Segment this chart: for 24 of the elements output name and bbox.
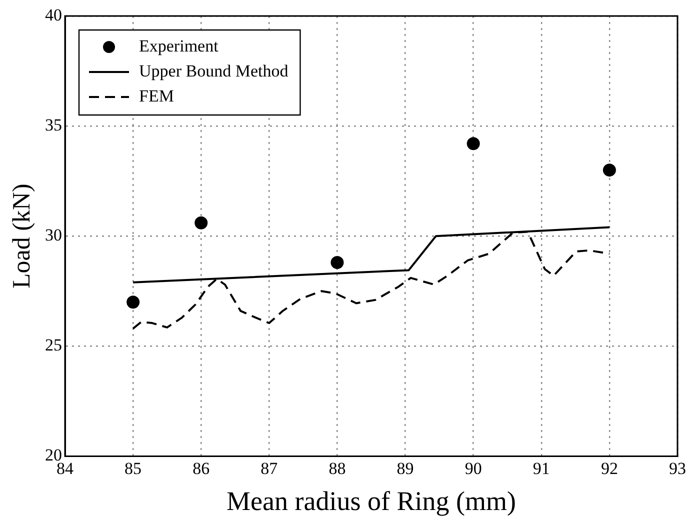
legend-label: FEM (139, 86, 174, 106)
x-tick-label: 90 (464, 458, 482, 478)
line-series (132, 230, 610, 330)
legend-label: Experiment (139, 36, 219, 56)
point (466, 137, 480, 150)
y-tick-label: 30 (45, 226, 62, 245)
x-tick-label: 93 (669, 458, 686, 478)
x-tick-label: 85 (124, 458, 142, 478)
y-tick-label: 40 (45, 5, 62, 24)
x-tick-label: 91 (532, 458, 550, 478)
x-tick-label: 89 (396, 458, 414, 478)
y-tick-label: 35 (45, 116, 62, 135)
y-tick-label: 25 (45, 336, 62, 355)
point (330, 256, 344, 270)
legend-label: Upper Bound Method (139, 61, 289, 80)
x-tick-label: 88 (328, 458, 346, 478)
y-axis-title: Load (kN) (8, 184, 36, 289)
x-tick-label: 87 (260, 458, 278, 478)
point (194, 216, 208, 230)
x-axis-title: Mean radius of Ring (mm) (226, 486, 516, 516)
x-tick-label: 92 (600, 458, 618, 478)
point (126, 296, 140, 309)
x-tick-label: 86 (192, 458, 210, 478)
point (602, 164, 616, 177)
